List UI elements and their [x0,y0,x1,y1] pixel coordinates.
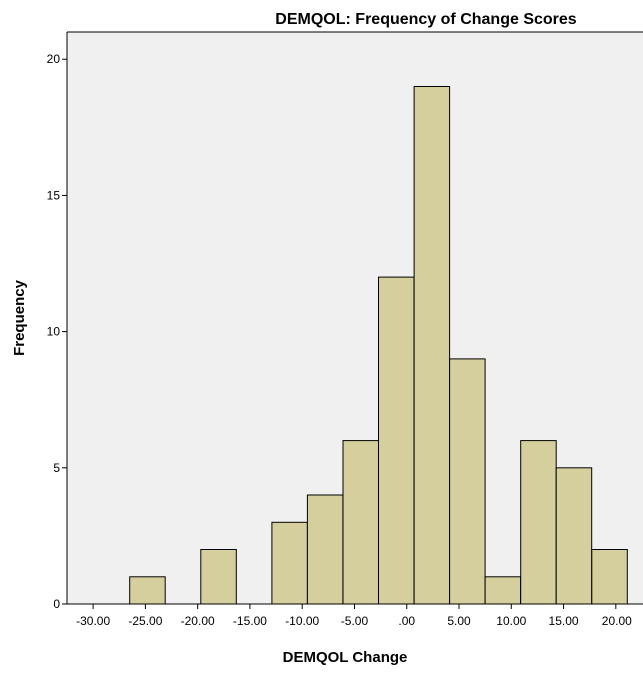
x-axis-ticks: -30.00 -25.00 -20.00 -15.00 -10.00 -5.00 .00 5.… [76,604,632,628]
x-tick-label: -10.00 [285,614,319,628]
histogram-bar-0 [129,576,166,605]
x-tick-label: -5.00 [341,614,369,628]
y-axis-ticks: 0 5 10 15 20 [47,52,67,611]
histogram-bar-8 [413,86,451,605]
histogram-bar-10 [484,576,522,605]
histogram-bar-7 [378,276,415,605]
histogram-bar-2 [200,549,237,605]
x-tick-label: -15.00 [233,614,267,628]
y-tick-label: 5 [53,461,60,475]
x-tick-label: 5.00 [447,614,471,628]
x-tick-label: -30.00 [76,614,110,628]
histogram-bar-9 [449,358,486,605]
y-axis-label: Frequency [11,279,28,356]
x-tick-label: -25.00 [128,614,162,628]
histogram-bar-12 [555,467,593,605]
histogram-bar-6 [342,440,379,605]
y-tick-label: 15 [47,188,61,202]
x-axis-label: DEMQOL Change [283,649,408,666]
x-tick-label: 20.00 [602,614,632,628]
y-tick-label: 10 [47,325,61,339]
y-tick-label: 20 [47,52,61,66]
histogram-bar-5 [306,494,344,605]
chart-title: DEMQOL: Frequency of Change Scores [275,11,576,28]
histogram-bar-4 [271,521,308,605]
histogram-bars [129,86,628,605]
x-tick-label: 10.00 [496,614,526,628]
x-tick-label: 15.00 [549,614,579,628]
y-tick-label: 0 [53,597,60,611]
histogram-bar-13 [591,549,628,605]
x-tick-label: -20.00 [181,614,215,628]
x-tick-label: .00 [398,614,415,628]
histogram-bar-11 [520,440,557,605]
